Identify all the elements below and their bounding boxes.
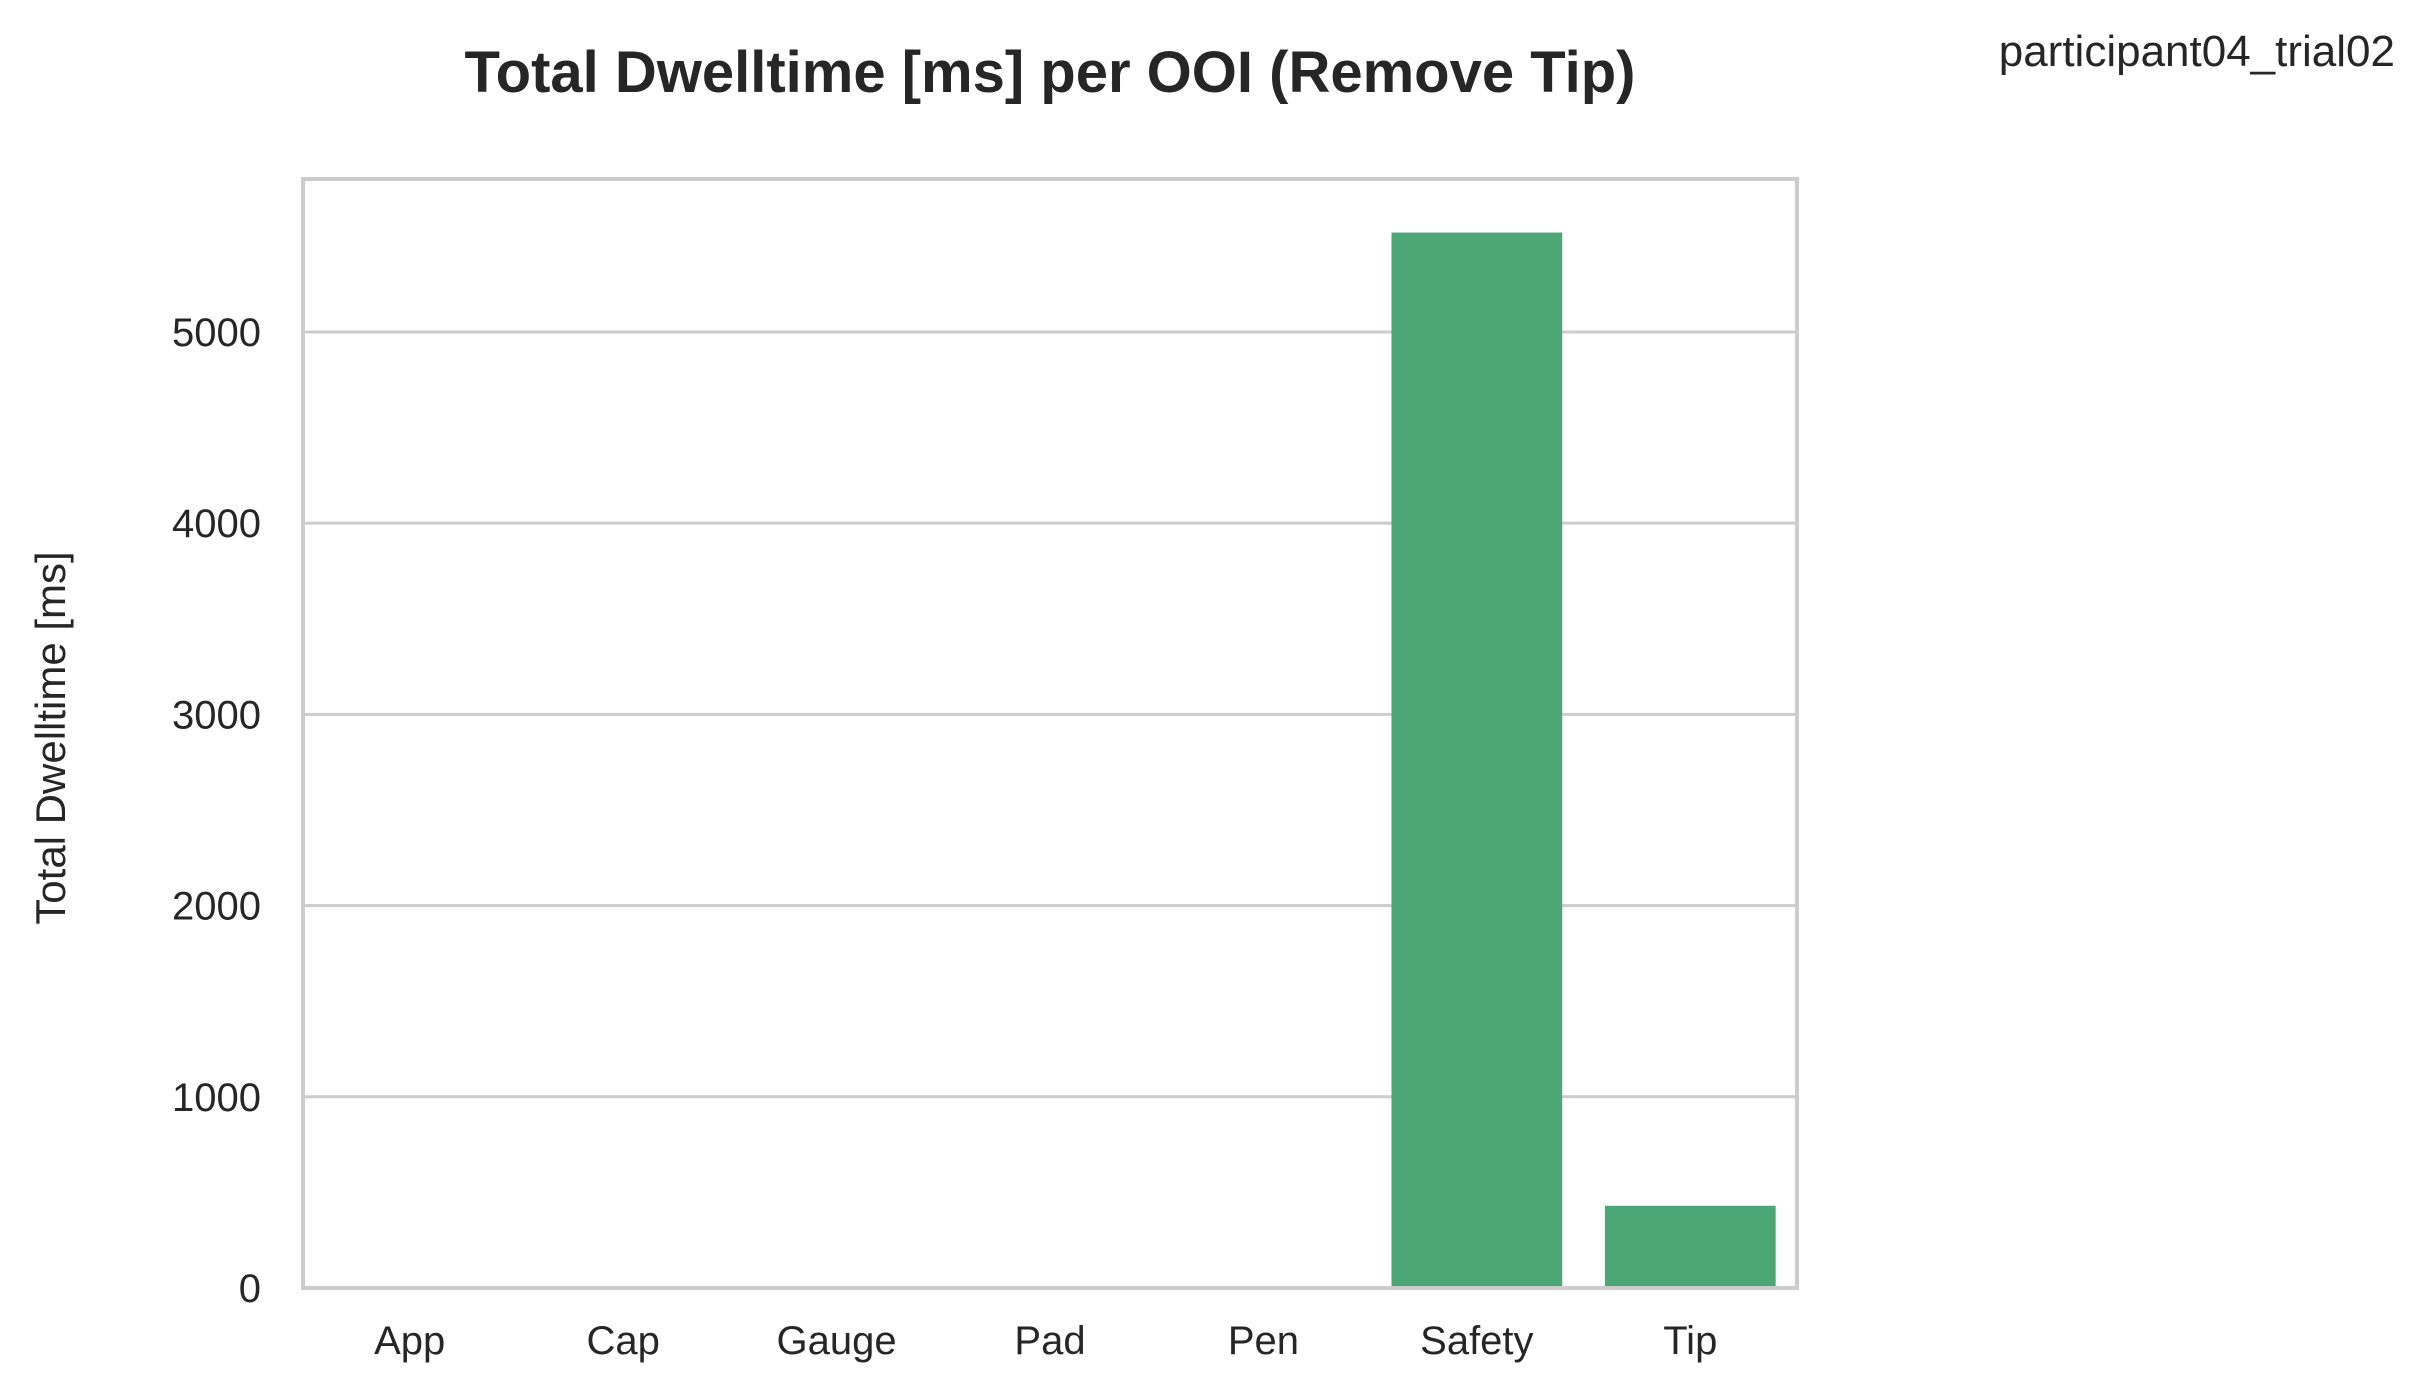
y-tick-label: 1000 [172, 1076, 261, 1120]
x-tick-label: Pad [1014, 1319, 1085, 1363]
y-tick-label: 5000 [172, 311, 261, 355]
y-tick-labels: 0 1000 2000 3000 4000 5000 [172, 311, 261, 1311]
x-tick-label: Cap [586, 1319, 659, 1363]
trial-annotation: participant04_trial02 [1999, 27, 2395, 76]
y-tick-label: 3000 [172, 693, 261, 737]
gridlines [303, 330, 1797, 1099]
chart-title: Total Dwelltime [ms] per OOI (Remove Tip… [465, 40, 1636, 105]
x-tick-label: Safety [1420, 1319, 1533, 1363]
x-tick-labels: App Cap Gauge Pad Pen Safety Tip [374, 1319, 1717, 1363]
bar-tip [1604, 1205, 1776, 1288]
y-tick-label: 4000 [172, 502, 261, 546]
y-tick-label: 2000 [172, 885, 261, 929]
y-axis-label: Total Dwelltime [ms] [27, 551, 74, 924]
x-tick-label: App [374, 1319, 445, 1363]
bar-safety [1391, 232, 1563, 1288]
y-tick-label: 0 [239, 1267, 261, 1311]
x-tick-label: Tip [1663, 1319, 1717, 1363]
x-tick-label: Gauge [777, 1319, 897, 1363]
bars [1391, 232, 1776, 1288]
x-tick-label: Pen [1228, 1319, 1299, 1363]
plot-frame [301, 177, 1799, 1290]
